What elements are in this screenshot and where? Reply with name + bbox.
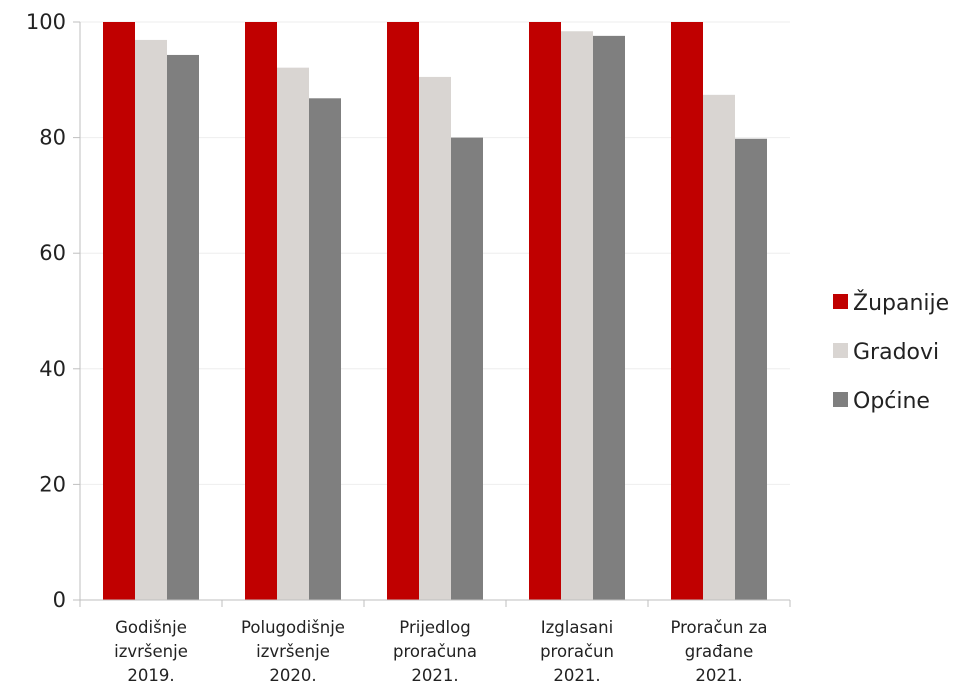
bar-županije-4 xyxy=(671,22,703,600)
legend: Županije Gradovi Općine xyxy=(833,290,949,414)
x-category-label-4: Proračun za građane 2021. xyxy=(670,618,767,685)
bar-općine-0 xyxy=(167,54,199,601)
y-tick-label-100: 100 xyxy=(26,10,66,34)
x-category-label-line: proračun xyxy=(540,642,614,661)
bar-općine-2 xyxy=(451,137,483,600)
bar-županije-1 xyxy=(245,22,277,600)
x-category-label-2: Prijedlog proračuna 2021. xyxy=(393,618,477,685)
x-axis-labels: Godišnje izvršenje 2019. Polugodišnje izvrše… xyxy=(114,618,767,685)
x-category-label-3: Izglasani proračun 2021. xyxy=(540,618,614,685)
x-category-label-0: Godišnje izvršenje 2019. xyxy=(114,618,188,685)
x-category-label-line: izvršenje xyxy=(256,642,330,661)
x-category-label-line: 2021. xyxy=(553,666,600,685)
x-category-label-line: Polugodišnje xyxy=(241,618,345,637)
x-category-label-line: 2021. xyxy=(695,666,742,685)
bar-gradovi-3 xyxy=(561,31,593,601)
x-category-label-line: Godišnje xyxy=(115,618,187,637)
bar-gradovi-1 xyxy=(277,67,309,601)
y-tick-label-20: 20 xyxy=(39,472,66,496)
bar-općine-4 xyxy=(735,138,767,601)
x-category-label-line: Proračun za xyxy=(670,618,767,637)
y-tick-label-80: 80 xyxy=(39,126,66,150)
bar-općine-3 xyxy=(593,35,625,600)
y-tick-label-60: 60 xyxy=(39,241,66,265)
x-category-label-1: Polugodišnje izvršenje 2020. xyxy=(241,618,345,685)
legend-label-općine: Općine xyxy=(853,389,930,414)
bar-gradovi-2 xyxy=(419,76,451,600)
bar-županije-0 xyxy=(103,22,135,600)
x-category-label-line: Izglasani xyxy=(541,618,613,637)
bar-županije-3 xyxy=(529,22,561,600)
y-axis-ticks: 0 20 40 60 80 100 xyxy=(26,10,66,612)
bar-županije-2 xyxy=(387,22,419,600)
x-category-label-line: proračuna xyxy=(393,642,477,661)
legend-swatch-županije xyxy=(833,294,848,309)
bar-gradovi-0 xyxy=(135,39,167,601)
x-category-label-line: 2021. xyxy=(411,666,458,685)
axes xyxy=(73,21,791,607)
legend-swatch-gradovi xyxy=(833,343,848,358)
bar-općine-1 xyxy=(309,98,341,601)
bars xyxy=(103,22,767,601)
x-category-label-line: 2020. xyxy=(269,666,316,685)
x-category-label-line: izvršenje xyxy=(114,642,188,661)
legend-label-županije: Županije xyxy=(853,290,949,316)
x-category-label-line: Prijedlog xyxy=(399,618,470,637)
x-category-label-line: 2019. xyxy=(127,666,174,685)
legend-label-gradovi: Gradovi xyxy=(853,340,939,365)
x-category-label-line: građane xyxy=(685,642,754,661)
y-tick-label-0: 0 xyxy=(53,588,66,612)
y-tick-label-40: 40 xyxy=(39,357,66,381)
bar-gradovi-4 xyxy=(703,94,735,600)
legend-swatch-općine xyxy=(833,392,848,407)
